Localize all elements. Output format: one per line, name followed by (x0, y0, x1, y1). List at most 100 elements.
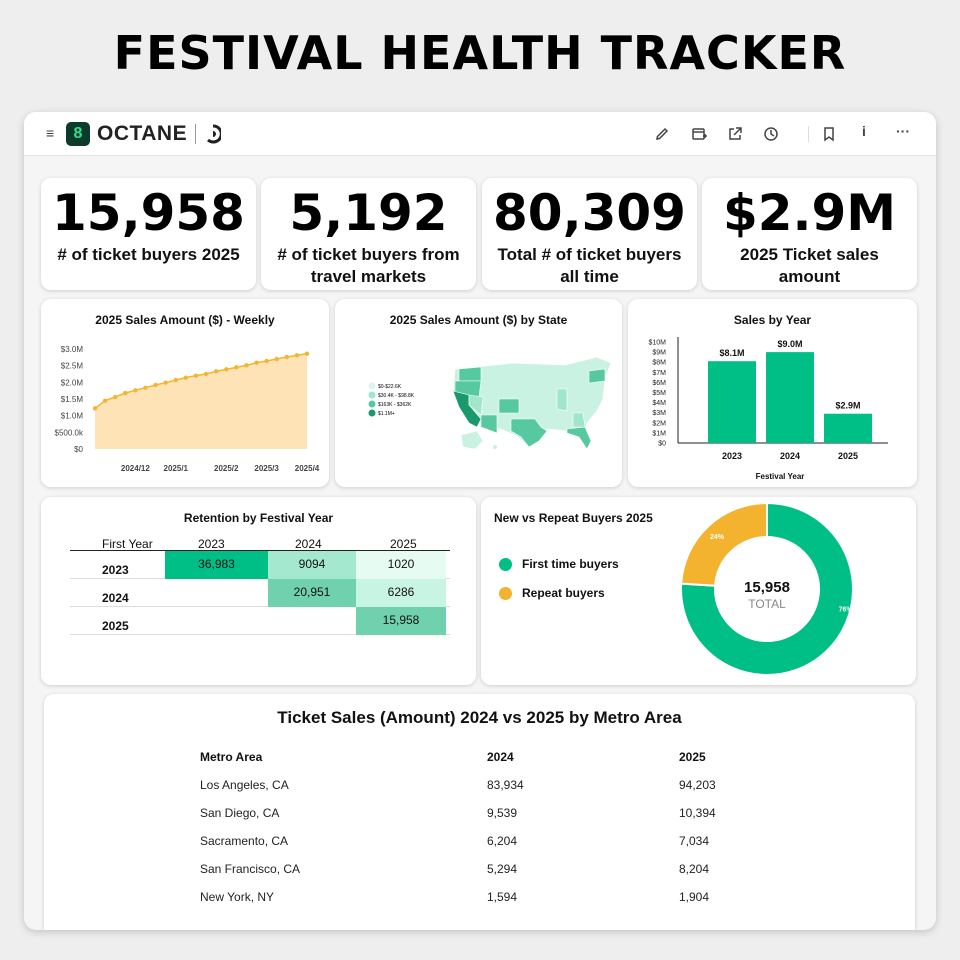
y-tick-label: $2.0M (61, 378, 84, 387)
legend-repeat[interactable]: Repeat buyers (499, 586, 605, 600)
sales-point (203, 371, 209, 377)
state-florida (566, 426, 592, 450)
state-georgia (572, 412, 586, 428)
metro-2024-cell: 6,204 (487, 834, 518, 848)
y-tick-label: $7M (652, 370, 666, 377)
retention-cell[interactable]: 9094 (268, 551, 356, 579)
y-tick-label: $4M (652, 400, 666, 407)
kpi-value: $2.9M (722, 184, 897, 242)
add-to-dashboard-icon[interactable] (691, 126, 707, 142)
legend-dot (499, 586, 512, 600)
retention-cell[interactable]: 1020 (356, 551, 446, 579)
more-icon[interactable]: ··· (896, 123, 910, 139)
toolbar-divider (808, 126, 809, 142)
metro-table-card[interactable]: Ticket Sales (Amount) 2024 vs 2025 by Me… (44, 694, 915, 930)
donut-slice (680, 501, 854, 676)
legend-label: First time buyers (522, 557, 619, 571)
bar-value-label: $9.0M (777, 339, 802, 349)
us-sales-map: $0-$22.6K $30.4K - $98.8K $163K - $362K … (368, 356, 612, 450)
bookmark-icon[interactable] (821, 126, 837, 142)
x-tick-label: 2024 (780, 451, 800, 461)
kpi-card-sales-amount[interactable]: $2.9M 2025 Ticket sales amount (702, 178, 917, 290)
kpi-card-buyers-2025[interactable]: 15,958 # of ticket buyers 2025 (41, 178, 256, 290)
retention-col-header: 2025 (390, 537, 417, 551)
sales-point (143, 385, 148, 390)
metro-2024-cell: 83,934 (487, 778, 524, 792)
metro-col-header[interactable]: Metro Area (200, 750, 263, 764)
menu-icon[interactable]: ≡ (46, 125, 55, 141)
metro-area-cell: Sacramento, CA (200, 834, 289, 848)
state-hawaii (493, 445, 497, 449)
page-title: FESTIVAL HEALTH TRACKER (113, 26, 847, 80)
state-texas (510, 418, 548, 448)
sales-by-year-card[interactable]: Sales by Year $10M $9M $8M $7M $6M $5M $4M $3M $… (628, 299, 917, 487)
octane-logo-icon[interactable]: 8 (66, 122, 90, 146)
y-tick-label: $6M (652, 380, 666, 387)
x-tick-label: 2024/12 (121, 464, 150, 473)
kpi-card-total-buyers[interactable]: 80,309 Total # of ticket buyers all time (482, 178, 697, 290)
x-tick-label: 2025/4 (295, 464, 320, 473)
bar-value-label: $2.9M (835, 401, 860, 411)
share-icon[interactable] (727, 126, 743, 142)
retention-card[interactable]: Retention by Festival Year First Year 20… (41, 497, 476, 685)
map-legend-swatch (368, 400, 376, 408)
retention-row: 2025 15,958 (70, 607, 450, 635)
retention-cell[interactable]: 20,951 (268, 579, 356, 607)
sales-point (183, 375, 189, 380)
x-tick-label: 2025/2 (214, 464, 239, 473)
sales-point (264, 358, 269, 364)
metro-col-header[interactable]: 2025 (679, 750, 706, 764)
legend-first-time[interactable]: First time buyers (499, 557, 619, 571)
sales-point (274, 356, 279, 362)
y-tick-label: $3M (652, 410, 666, 417)
y-tick-label: $0 (74, 445, 83, 454)
state-map-card[interactable]: 2025 Sales Amount ($) by State $0-$22.6K… (335, 299, 622, 487)
metro-area-cell: San Francisco, CA (200, 862, 301, 876)
kpi-label: Total # of ticket buyers all time (497, 245, 682, 286)
donut-slice-label: 76% (839, 607, 854, 614)
kpi-card-travel-buyers[interactable]: 5,192 # of ticket buyers from travel mar… (261, 178, 476, 290)
retention-cell[interactable]: 36,983 (165, 551, 268, 579)
donut-slice (680, 501, 768, 587)
kpi-value: 5,192 (289, 184, 448, 242)
sales-point (234, 365, 239, 370)
y-tick-label: $5M (652, 390, 666, 397)
retention-cell[interactable]: 15,958 (356, 607, 446, 635)
metro-2024-cell: 1,594 (487, 890, 518, 904)
x-tick-label: 2023 (722, 451, 742, 461)
retention-col-header: 2023 (198, 537, 225, 551)
chart-title: 2025 Sales Amount ($) - Weekly (95, 313, 275, 327)
y-tick-label: $3.0M (61, 345, 84, 354)
y-tick-label: $2M (652, 420, 666, 427)
history-icon[interactable] (763, 126, 779, 142)
app-name[interactable]: OCTANE (97, 122, 188, 145)
sales-point (123, 390, 128, 396)
metro-area-cell: New York, NY (200, 890, 275, 904)
info-icon[interactable]: i (862, 123, 866, 139)
y-tick-label: $10M (648, 340, 666, 347)
x-axis-title: Festival Year (756, 472, 805, 481)
metro-2025-cell: 94,203 (679, 778, 716, 792)
metro-col-header[interactable]: 2024 (487, 750, 514, 764)
sales-point (304, 351, 310, 356)
sales-point (213, 369, 219, 374)
sales-line (94, 352, 308, 409)
sales-bar (708, 361, 756, 443)
y-tick-label: $500.0k (55, 428, 84, 437)
sales-by-year-chart: $10M $9M $8M $7M $6M $5M $4M $3M $2M $1M $0 $8.1M 20… (648, 337, 888, 481)
weekly-sales-card[interactable]: 2025 Sales Amount ($) - Weekly $3.0M $2.5… (41, 299, 329, 487)
map-legend-label: $30.4K - $98.8K (378, 393, 415, 399)
edit-icon[interactable] (654, 126, 670, 142)
sales-point (102, 398, 108, 403)
sales-point (294, 353, 300, 358)
buyers-donut-chart: 76% 24% (680, 501, 854, 676)
retention-header-row: First Year 2023 2024 2025 (70, 535, 450, 551)
bar-value-label: $8.1M (719, 348, 744, 358)
metro-2025-cell: 10,394 (679, 806, 716, 820)
metro-area-cell: Los Angeles, CA (200, 778, 289, 792)
chart-title: New vs Repeat Buyers 2025 (494, 511, 653, 525)
map-legend-label: $0-$22.6K (378, 384, 402, 390)
kpi-value: 15,958 (52, 184, 245, 242)
retention-cell[interactable]: 6286 (356, 579, 446, 607)
new-vs-repeat-card[interactable]: New vs Repeat Buyers 2025 First time buy… (481, 497, 916, 685)
